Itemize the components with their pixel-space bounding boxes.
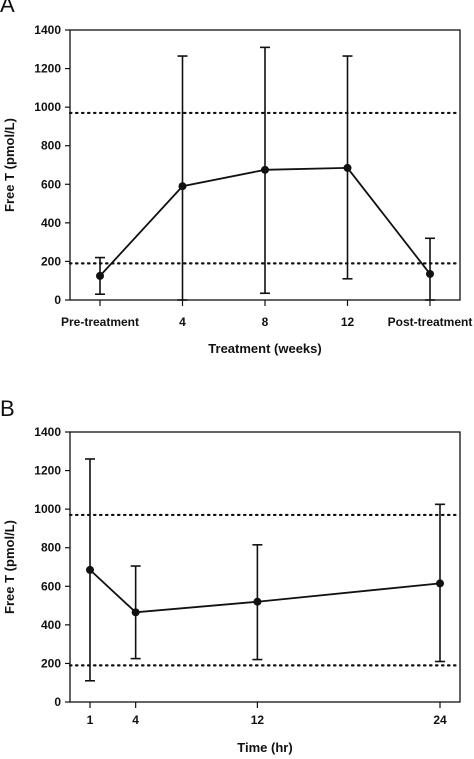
y-tick-label: 1400 xyxy=(34,425,61,439)
y-tick-label: 600 xyxy=(41,177,61,191)
data-point xyxy=(426,269,434,278)
data-point xyxy=(261,165,269,174)
data-point xyxy=(178,182,187,191)
series-line xyxy=(89,569,441,614)
panel-label: B xyxy=(0,396,15,421)
data-point xyxy=(131,608,140,617)
y-tick-label: 1000 xyxy=(34,100,61,114)
y-tick-label: 1200 xyxy=(34,464,61,478)
x-tick-label: 4 xyxy=(179,315,186,329)
y-tick-label: 1000 xyxy=(34,502,61,516)
y-tick-label: 1200 xyxy=(34,62,61,76)
y-tick-label: 800 xyxy=(41,139,61,153)
y-tick-label: 200 xyxy=(41,254,61,268)
y-tick-label: 400 xyxy=(41,618,61,632)
x-tick-label: 24 xyxy=(433,713,447,727)
data-point xyxy=(96,271,104,280)
data-point xyxy=(253,597,262,606)
x-tick-label: 8 xyxy=(262,315,269,329)
y-tick-label: 0 xyxy=(54,293,61,307)
data-point xyxy=(343,163,352,172)
x-axis-title: Treatment (weeks) xyxy=(208,341,321,356)
panel-label: A xyxy=(0,0,15,17)
x-axis-title: Time (hr) xyxy=(237,740,292,755)
x-tick-label: 12 xyxy=(251,713,265,727)
x-tick-label: 4 xyxy=(132,713,139,727)
y-axis-title: Free T (pmol/L) xyxy=(2,118,17,212)
x-tick-label: Pre-treatment xyxy=(61,315,139,329)
data-point xyxy=(86,565,94,574)
y-tick-label: 400 xyxy=(41,216,61,230)
x-tick-label: 12 xyxy=(341,315,355,329)
x-tick-label: 1 xyxy=(87,713,94,727)
plot-frame xyxy=(69,431,461,703)
y-tick-label: 200 xyxy=(41,656,61,670)
y-tick-label: 800 xyxy=(41,541,61,555)
y-tick-label: 1400 xyxy=(34,23,61,37)
y-axis-title: Free T (pmol/L) xyxy=(2,520,17,614)
data-point xyxy=(436,579,444,588)
x-tick-label: Post-treatment xyxy=(388,315,473,329)
y-tick-label: 600 xyxy=(41,579,61,593)
y-tick-label: 0 xyxy=(54,695,61,709)
